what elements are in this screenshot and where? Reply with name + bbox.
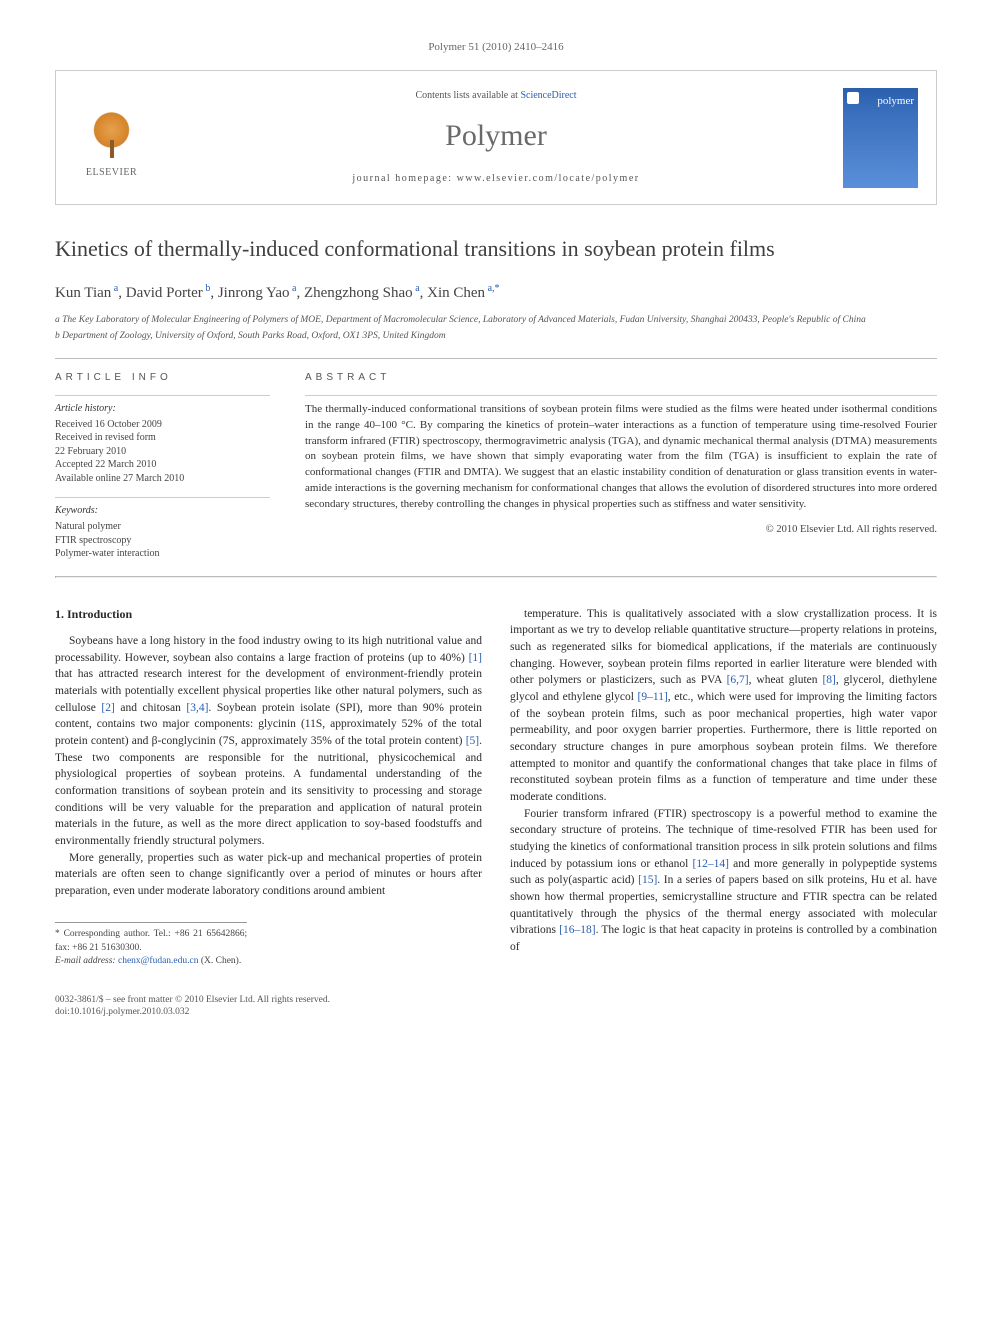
sciencedirect-link[interactable]: ScienceDirect (520, 90, 576, 101)
affiliation-b: b Department of Zoology, University of O… (55, 330, 937, 342)
abstract-heading: ABSTRACT (305, 371, 937, 385)
journal-header-box: ELSEVIER Contents lists available at Sci… (55, 70, 937, 205)
history-revised-date: 22 February 2010 (55, 445, 270, 459)
article-title: Kinetics of thermally-induced conformati… (55, 235, 937, 264)
footer-copyright: 0032-3861/$ – see front matter © 2010 El… (55, 994, 937, 1006)
author-3: Jinrong Yao (218, 285, 290, 301)
page-footer: 0032-3861/$ – see front matter © 2010 El… (55, 994, 937, 1019)
section-title: Introduction (67, 607, 132, 621)
author-1-aff: a (111, 283, 118, 294)
journal-center: Contents lists available at ScienceDirec… (149, 89, 843, 186)
body-paragraph-3: temperature. This is qualitatively assoc… (510, 606, 937, 806)
citation-link[interactable]: [6,7] (727, 674, 749, 686)
author-4: Zhengzhong Shao (304, 285, 413, 301)
citation-link[interactable]: [9–11] (638, 691, 668, 703)
body-paragraph-1: Soybeans have a long history in the food… (55, 633, 482, 850)
section-number: 1. (55, 607, 64, 621)
contents-line: Contents lists available at ScienceDirec… (149, 89, 843, 103)
author-2-aff: b (203, 283, 211, 294)
email-label: E-mail address: (55, 956, 118, 966)
abstract-column: ABSTRACT The thermally-induced conformat… (305, 371, 937, 561)
abstract-text: The thermally-induced conformational tra… (305, 395, 937, 514)
abstract-copyright: © 2010 Elsevier Ltd. All rights reserved… (305, 523, 937, 538)
corresponding-author-note: * Corresponding author. Tel.: +86 21 656… (55, 928, 247, 956)
history-received: Received 16 October 2009 (55, 418, 270, 432)
citation-link[interactable]: [16–18] (559, 924, 595, 936)
article-info-heading: ARTICLE INFO (55, 371, 270, 385)
elsevier-tree-icon (84, 108, 139, 163)
article-info-column: ARTICLE INFO Article history: Received 1… (55, 371, 270, 561)
affiliation-a: a The Key Laboratory of Molecular Engine… (55, 314, 937, 326)
homepage-url[interactable]: www.elsevier.com/locate/polymer (457, 173, 640, 184)
citation-link[interactable]: [2] (101, 702, 114, 714)
keyword-2: FTIR spectroscopy (55, 534, 270, 548)
author-2: David Porter (126, 285, 203, 301)
author-5: Xin Chen (427, 285, 485, 301)
body-text: 1. Introduction Soybeans have a long his… (55, 606, 937, 969)
contents-prefix: Contents lists available at (415, 90, 520, 101)
body-paragraph-4: Fourier transform infrared (FTIR) spectr… (510, 806, 937, 956)
citation-link[interactable]: [8] (822, 674, 835, 686)
email-link[interactable]: chenx@fudan.edu.cn (118, 956, 199, 966)
email-line: E-mail address: chenx@fudan.edu.cn (X. C… (55, 955, 247, 969)
author-4-aff: a (413, 283, 420, 294)
page-container: Polymer 51 (2010) 2410–2416 ELSEVIER Con… (0, 0, 992, 1059)
elsevier-text: ELSEVIER (86, 166, 137, 180)
citation-link[interactable]: [12–14] (693, 858, 729, 870)
meta-section: ARTICLE INFO Article history: Received 1… (55, 371, 937, 561)
history-label: Article history: (55, 395, 270, 416)
divider-top (55, 358, 937, 359)
homepage-prefix: journal homepage: (352, 173, 456, 184)
citation-link[interactable]: [5] (466, 735, 479, 747)
homepage-line: journal homepage: www.elsevier.com/locat… (149, 172, 843, 186)
keyword-3: Polymer-water interaction (55, 547, 270, 561)
corresponding-marker: * (495, 283, 500, 294)
keyword-1: Natural polymer (55, 520, 270, 534)
elsevier-logo: ELSEVIER (74, 95, 149, 180)
history-accepted: Accepted 22 March 2010 (55, 458, 270, 472)
journal-name: Polymer (149, 115, 843, 157)
cover-globe-icon (847, 92, 859, 104)
author-list: Kun Tian a, David Porter b, Jinrong Yao … (55, 282, 937, 304)
body-paragraph-2: More generally, properties such as water… (55, 850, 482, 900)
author-3-aff: a (290, 283, 297, 294)
author-1: Kun Tian (55, 285, 111, 301)
email-suffix: (X. Chen). (198, 956, 241, 966)
keywords-label: Keywords: (55, 497, 270, 518)
history-revised-label: Received in revised form (55, 431, 270, 445)
citation-link[interactable]: [3,4] (186, 702, 208, 714)
citation-link[interactable]: [15] (638, 874, 657, 886)
footnote-block: * Corresponding author. Tel.: +86 21 656… (55, 922, 247, 969)
footer-doi: doi:10.1016/j.polymer.2010.03.032 (55, 1006, 937, 1018)
journal-cover-thumbnail: polymer (843, 88, 918, 188)
history-online: Available online 27 March 2010 (55, 472, 270, 486)
author-5-aff: a, (485, 283, 494, 294)
running-header: Polymer 51 (2010) 2410–2416 (55, 40, 937, 55)
section-1-heading: 1. Introduction (55, 606, 482, 623)
divider-bottom (55, 576, 937, 578)
citation-link[interactable]: [1] (469, 652, 482, 664)
